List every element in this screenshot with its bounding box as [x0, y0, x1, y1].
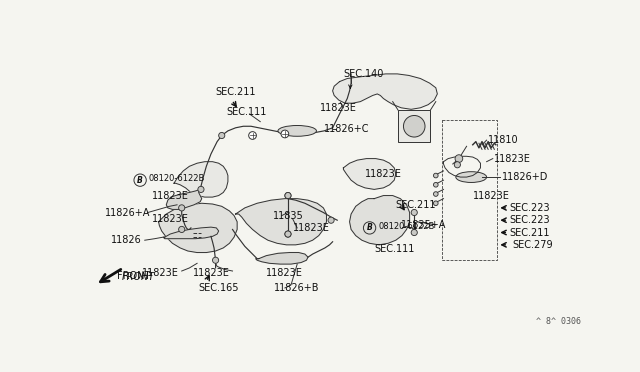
- Text: SEC.211: SEC.211: [396, 200, 436, 210]
- Text: 11823E: 11823E: [494, 154, 531, 164]
- Text: 11835: 11835: [273, 211, 303, 221]
- Text: SEC.223: SEC.223: [509, 215, 550, 225]
- Circle shape: [433, 173, 438, 178]
- Text: FRONT: FRONT: [122, 272, 155, 282]
- Circle shape: [285, 231, 291, 237]
- Bar: [398, 110, 431, 142]
- Circle shape: [411, 209, 417, 216]
- Text: SEC.165: SEC.165: [198, 283, 239, 293]
- Text: 11826+B: 11826+B: [274, 283, 319, 293]
- Circle shape: [285, 192, 291, 199]
- Circle shape: [212, 257, 219, 263]
- Text: 11823E: 11823E: [320, 103, 357, 113]
- Circle shape: [433, 183, 438, 187]
- Polygon shape: [344, 158, 396, 189]
- Text: 11823E: 11823E: [293, 223, 330, 233]
- Ellipse shape: [278, 125, 316, 136]
- Polygon shape: [159, 203, 237, 253]
- Circle shape: [281, 130, 289, 138]
- Polygon shape: [174, 162, 228, 197]
- Ellipse shape: [456, 172, 486, 183]
- Text: SEC.111: SEC.111: [227, 108, 267, 118]
- Text: 11835+A: 11835+A: [401, 220, 447, 230]
- Circle shape: [285, 192, 291, 199]
- Text: 11823E: 11823E: [193, 267, 230, 278]
- Text: SEC.223: SEC.223: [509, 203, 550, 213]
- Circle shape: [179, 226, 185, 232]
- Circle shape: [454, 162, 460, 168]
- Text: B: B: [367, 224, 372, 232]
- Text: 11826+A: 11826+A: [105, 208, 150, 218]
- Circle shape: [403, 115, 425, 137]
- Polygon shape: [166, 189, 202, 209]
- Text: 11826+C: 11826+C: [324, 124, 370, 134]
- Text: 11823E: 11823E: [266, 267, 303, 278]
- Text: SEC.111: SEC.111: [374, 244, 415, 254]
- Text: B: B: [137, 176, 143, 185]
- Circle shape: [179, 205, 185, 211]
- Text: 08120-6122B: 08120-6122B: [379, 222, 435, 231]
- Text: 11826: 11826: [111, 235, 141, 245]
- Circle shape: [219, 132, 225, 139]
- Polygon shape: [349, 196, 410, 245]
- Text: 11823E: 11823E: [152, 190, 189, 201]
- Text: SEC.140: SEC.140: [344, 69, 384, 79]
- Circle shape: [198, 186, 204, 192]
- Text: ^ 8^ 0306: ^ 8^ 0306: [536, 317, 581, 326]
- Text: FRONT: FRONT: [117, 271, 150, 280]
- Text: 08120-6122B: 08120-6122B: [148, 174, 205, 183]
- Text: 11823E: 11823E: [141, 267, 179, 278]
- Polygon shape: [333, 74, 437, 109]
- Text: 11823E: 11823E: [473, 190, 509, 201]
- Text: SEC.211: SEC.211: [216, 87, 256, 97]
- Circle shape: [328, 217, 334, 223]
- Circle shape: [455, 155, 463, 163]
- Polygon shape: [236, 199, 326, 245]
- Text: 11810: 11810: [488, 135, 519, 145]
- Circle shape: [433, 201, 438, 206]
- Text: 11826+D: 11826+D: [502, 172, 548, 182]
- Polygon shape: [255, 253, 308, 264]
- Circle shape: [411, 230, 417, 235]
- Text: SEC.279: SEC.279: [513, 240, 554, 250]
- Text: 11823E: 11823E: [152, 214, 189, 224]
- Polygon shape: [163, 227, 219, 239]
- Text: SEC.211: SEC.211: [509, 228, 550, 237]
- Circle shape: [433, 192, 438, 196]
- Text: 11823E: 11823E: [365, 169, 402, 179]
- Circle shape: [285, 231, 291, 237]
- Circle shape: [249, 132, 257, 140]
